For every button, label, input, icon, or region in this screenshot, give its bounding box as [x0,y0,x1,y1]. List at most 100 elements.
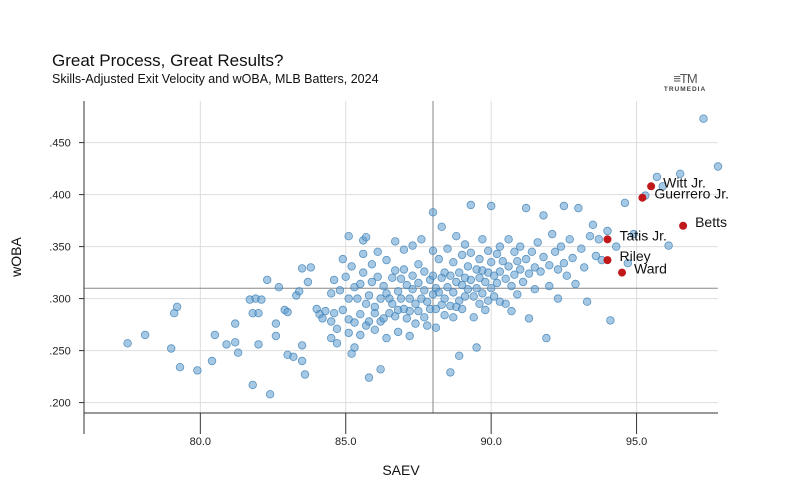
data-point [612,242,621,251]
highlight-label: Witt Jr. [663,174,706,190]
data-point [446,271,455,280]
y-tick-label: .300 [49,294,70,306]
data-point [545,281,554,291]
data-point [420,267,429,276]
data-point [254,309,263,318]
data-point [408,285,417,294]
data-point [411,299,420,308]
data-point [344,231,353,241]
data-point [370,309,379,318]
data-point [329,309,339,318]
data-point [396,274,406,283]
highlight-label: Ward [634,261,667,277]
data-point [338,305,347,315]
data-point [344,328,353,338]
axes: 80.0 85.0 90.0 95.0 .200 .250 .300 .350 .400 .450 [49,101,718,448]
data-point [548,229,557,239]
data-point [210,330,220,340]
data-point [463,262,473,271]
data-point [577,244,586,253]
data-point [449,313,458,322]
data-point [289,352,298,361]
data-point [428,246,438,255]
data-point [408,271,417,280]
data-point [402,280,411,290]
data-point [623,259,632,268]
highlight-point [618,268,627,277]
data-point [527,247,537,256]
data-point [475,254,484,264]
data-point [344,294,353,303]
data-point [420,286,429,295]
data-point [629,229,638,239]
data-point [487,284,496,293]
data-point [382,255,391,265]
data-point [263,275,272,285]
y-tick-label: .250 [49,346,70,358]
data-point [562,271,571,280]
data-point [539,252,548,262]
data-point [446,368,455,377]
data-point [495,267,505,276]
data-point [559,201,569,211]
data-point [457,304,467,314]
data-point [274,283,284,292]
data-point [271,319,281,328]
y-tick-label: .400 [49,190,70,202]
data-point [175,363,185,372]
data-point [580,263,589,272]
data-point [530,285,539,294]
data-point [364,317,374,326]
data-point [306,263,315,272]
data-point [350,343,359,352]
data-point [359,249,368,259]
data-point [300,370,310,379]
data-point [449,258,458,267]
data-point [420,313,429,322]
data-point [335,286,345,295]
data-point [530,263,539,272]
data-point [297,341,307,350]
data-point [455,296,464,305]
data-point [492,249,502,259]
data-point [318,314,327,323]
data-point [393,287,403,296]
data-point [376,365,385,374]
data-point [582,297,592,306]
data-point [518,277,528,287]
data-point [373,247,382,256]
data-point [591,251,601,261]
data-point [504,235,513,244]
data-point [353,294,362,303]
data-point [478,289,487,298]
data-point [516,242,525,251]
data-point [391,237,400,246]
data-point [620,198,630,208]
data-point [455,351,464,360]
data-point [411,319,420,328]
data-point [556,242,566,251]
data-point [350,318,359,327]
data-point [233,348,243,357]
highlight-point [603,256,612,265]
chart-title: Great Process, Great Results? [52,51,284,70]
data-points [123,114,723,399]
x-tick-label: 95.0 [626,436,647,448]
data-point [376,294,385,303]
data-point [434,288,443,297]
data-point [405,331,414,341]
data-point [172,302,182,312]
data-point [431,304,441,314]
data-point [271,331,281,341]
data-point [460,292,470,301]
chart-subtitle: Skills-Adjusted Exit Velocity and wOBA, … [52,72,379,86]
data-point [370,325,379,334]
data-point [414,260,423,269]
data-point [460,240,470,249]
x-tick-label: 90.0 [480,436,501,448]
data-point [396,294,406,303]
data-point [408,241,417,250]
data-point [565,235,574,244]
data-point [364,373,374,382]
data-point [329,275,339,285]
